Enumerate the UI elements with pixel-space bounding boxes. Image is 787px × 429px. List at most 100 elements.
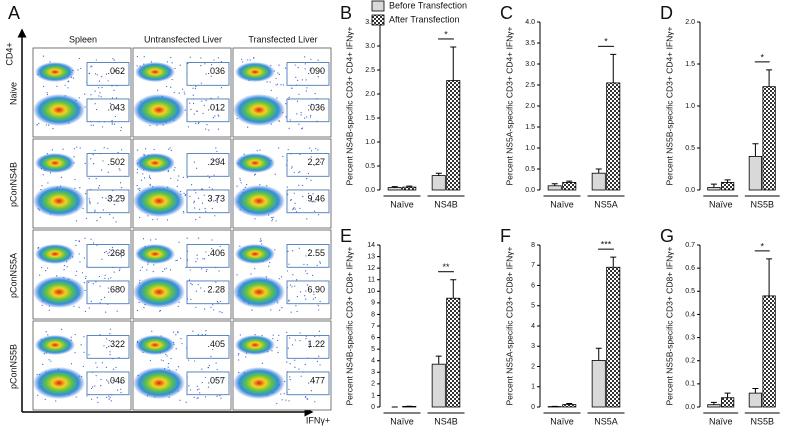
- event-dot: [196, 389, 199, 391]
- event-dot: [299, 207, 301, 209]
- event-dot: [305, 290, 307, 292]
- event-dot: [320, 342, 322, 344]
- event-dot: [280, 276, 283, 278]
- event-dot: [177, 305, 179, 308]
- event-dot: [67, 81, 69, 83]
- event-dot: [204, 396, 207, 398]
- event-dot: [274, 173, 276, 175]
- event-dot: [314, 201, 316, 203]
- event-dot: [203, 104, 205, 107]
- y-tick-label: 3: [371, 369, 375, 376]
- y-tick-label: 7: [531, 262, 535, 269]
- event-dot: [70, 336, 72, 338]
- y-axis-label: Percent NS5B-specific CD3+ CD4+ IFNγ+: [664, 26, 674, 185]
- event-dot: [177, 179, 179, 181]
- event-dot: [270, 89, 272, 91]
- event-dot: [64, 84, 66, 86]
- y-tick-label: 3.0: [365, 43, 375, 50]
- event-dot: [73, 305, 75, 307]
- event-dot: [242, 61, 244, 63]
- event-dot: [275, 77, 277, 80]
- population: [135, 62, 175, 82]
- y-tick-label: 4.0: [525, 19, 535, 26]
- event-dot: [189, 195, 191, 197]
- event-dot: [280, 84, 282, 86]
- event-dot: [295, 76, 297, 79]
- event-dot: [159, 310, 161, 312]
- event-dot: [304, 364, 306, 366]
- event-dot: [97, 202, 99, 204]
- event-dot: [312, 193, 314, 195]
- population: [133, 367, 185, 399]
- bar: [446, 80, 461, 191]
- event-dot: [67, 87, 69, 89]
- event-dot: [287, 347, 289, 349]
- event-dot: [305, 298, 307, 300]
- event-dot: [319, 300, 321, 302]
- event-dot: [271, 216, 273, 219]
- event-dot: [143, 306, 145, 309]
- event-dot: [182, 210, 185, 213]
- event-dot: [120, 388, 122, 390]
- row-label: Naive: [8, 82, 18, 105]
- event-dot: [298, 123, 300, 125]
- error-bar: [566, 180, 573, 183]
- x-tick-label: Naïve: [550, 199, 574, 209]
- gate-value: .680: [107, 284, 125, 294]
- event-dot: [199, 216, 201, 218]
- event-dot: [188, 279, 191, 281]
- event-dot: [208, 176, 211, 179]
- event-dot: [120, 126, 122, 129]
- x-tick-label: Naïve: [709, 199, 733, 209]
- event-dot: [212, 117, 215, 119]
- event-dot: [318, 309, 320, 311]
- event-dot: [296, 296, 298, 298]
- event-dot: [298, 247, 300, 249]
- event-dot: [194, 207, 196, 209]
- event-dot: [95, 375, 97, 377]
- event-dot: [216, 198, 218, 200]
- event-dot: [102, 160, 104, 162]
- y-tick-label: 1.0: [525, 145, 535, 152]
- event-dot: [142, 238, 145, 240]
- event-dot: [75, 244, 77, 247]
- event-dot: [286, 270, 289, 272]
- event-dot: [210, 356, 212, 358]
- event-dot: [101, 197, 104, 199]
- event-dot: [112, 254, 114, 256]
- gate: [186, 153, 230, 177]
- population: [235, 62, 275, 82]
- event-dot: [195, 167, 198, 169]
- event-dot: [88, 354, 90, 356]
- event-dot: [88, 307, 90, 309]
- error-bar: [391, 186, 398, 188]
- event-dot: [298, 171, 300, 174]
- event-dot: [219, 245, 221, 248]
- event-dot: [92, 124, 95, 126]
- legend-label: Before Transfection: [389, 0, 467, 10]
- event-dot: [313, 380, 315, 382]
- event-dot: [300, 111, 302, 114]
- gate-value: .405: [207, 339, 225, 349]
- event-dot: [306, 273, 308, 275]
- event-dot: [313, 293, 315, 296]
- event-dot: [289, 337, 291, 339]
- column-header: Untransfected Liver: [144, 34, 222, 44]
- event-dot: [166, 61, 169, 63]
- event-dot: [314, 401, 316, 403]
- event-dot: [254, 173, 257, 175]
- population: [35, 62, 75, 82]
- gate-value: 9.46: [307, 193, 325, 203]
- error-bar: [766, 69, 773, 87]
- significance: *: [760, 52, 764, 62]
- event-dot: [162, 360, 164, 362]
- event-dot: [196, 110, 198, 112]
- population: [135, 244, 175, 264]
- y-tick-label: 3.0: [525, 61, 535, 68]
- bar: [748, 155, 763, 191]
- event-dot: [117, 151, 119, 154]
- y-axis-label: Percent NS4B-specific CD3+ CD8+ IFNγ+: [344, 246, 354, 405]
- event-dot: [78, 240, 81, 243]
- event-dot: [42, 55, 45, 57]
- event-dot: [105, 251, 107, 253]
